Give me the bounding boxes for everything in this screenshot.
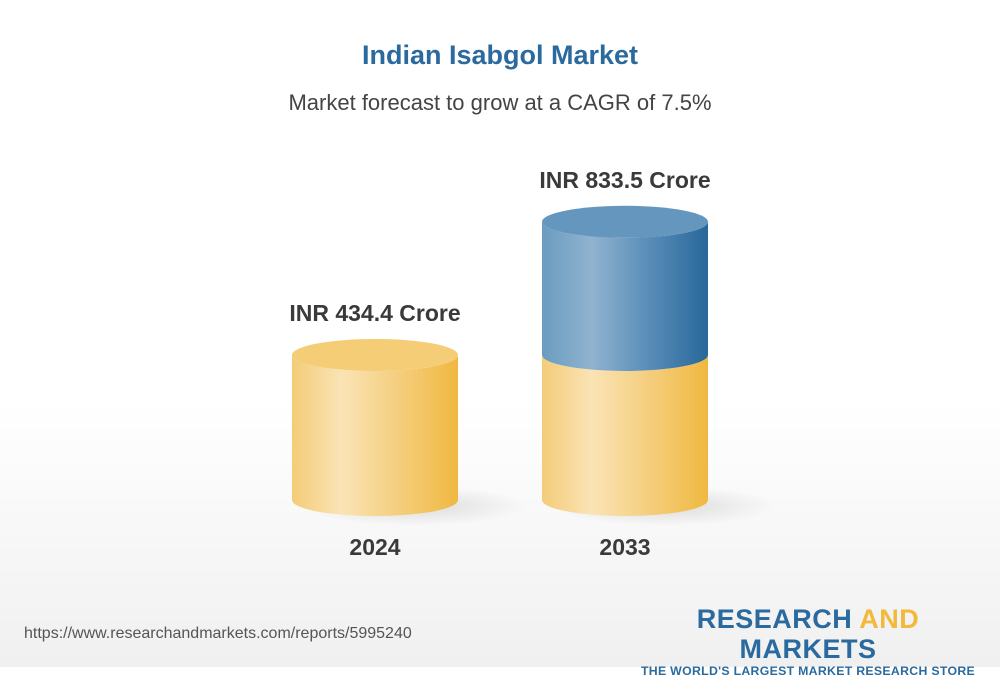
research-and-markets-logo: RESEARCH AND MARKETS THE WORLD'S LARGEST… (640, 604, 976, 678)
chart-title: Indian Isabgol Market (361, 40, 639, 70)
bar-base-2024 (292, 355, 458, 516)
x-tick-label: 2024 (349, 534, 400, 560)
data-label: INR 833.5 Crore (539, 167, 710, 193)
x-tick-label: 2033 (599, 534, 650, 560)
bar-top-2024 (292, 339, 458, 371)
bar-top-2033 (542, 205, 708, 238)
source-url[interactable]: https://www.researchandmarkets.com/repor… (24, 625, 412, 642)
bar-growth-2033 (542, 221, 708, 371)
chart-subtitle: Market forecast to grow at a CAGR of 7.5… (288, 90, 712, 115)
bar-base-2033 (542, 355, 708, 516)
chart-plot: INR 434.4 Crore 2024 INR 833.5 Crore 2033 (289, 167, 778, 560)
data-label: INR 434.4 Crore (289, 300, 460, 326)
